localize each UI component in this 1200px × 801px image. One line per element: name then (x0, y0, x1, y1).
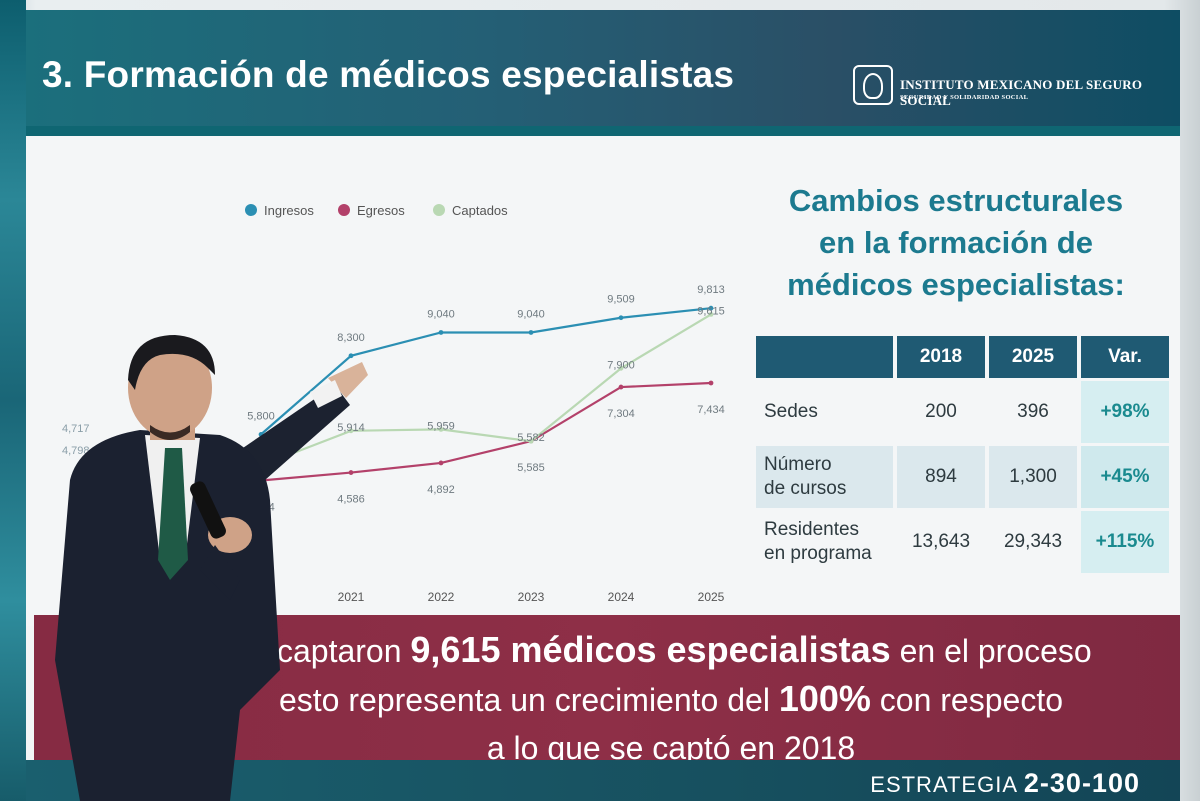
presenter-sleeve (200, 545, 240, 600)
cell-2018: 894 (897, 446, 985, 508)
data-label: 4,798 (62, 445, 90, 457)
x-tick-label: 2023 (518, 590, 545, 604)
data-label: 4,586 (337, 494, 365, 506)
cell-var: +45% (1081, 446, 1169, 508)
row-label: Número de cursos (756, 446, 893, 508)
series-line-egresos (260, 381, 712, 482)
cell-2018: 13,643 (911, 531, 971, 552)
data-label: 4,717 (62, 423, 90, 435)
data-point (528, 330, 534, 335)
series-line-captados (260, 313, 712, 467)
banner-text: e captaron 9,615 médicos especialistas e… (176, 626, 1166, 772)
subheading-line: en la formación de (819, 225, 1093, 260)
cell-var: +115% (1081, 511, 1169, 573)
x-tick-label: 2024 (608, 590, 635, 604)
table-header-row: 2018 2025 Var. (756, 336, 1169, 378)
presenter-hair (128, 335, 215, 390)
data-label: 5,582 (517, 432, 545, 444)
presenter-face (128, 338, 212, 438)
x-tick-label: 2021 (338, 590, 365, 604)
presenter-beard (150, 425, 190, 440)
slide-title: 3. Formación de médicos especialistas (42, 54, 735, 95)
data-label: 7,304 (607, 408, 635, 420)
strategy-code: 2-30-100 (1023, 768, 1140, 798)
legend-marker (433, 204, 445, 216)
data-point (618, 384, 624, 390)
legend-label: Captados (452, 203, 508, 218)
data-label: 5,585 (517, 462, 545, 474)
header-stripe (26, 126, 1180, 136)
row-label: Sedes (764, 401, 818, 422)
row-label-line: en programa (764, 543, 872, 564)
cell-2018: 200 (925, 401, 957, 422)
cell-var: +98% (1081, 381, 1169, 443)
cell-2025: 29,343 (1003, 531, 1063, 552)
presenter-arm (240, 385, 350, 480)
strategy-label: ESTRATEGIA 2-30-100 (870, 768, 1140, 799)
data-point (438, 330, 444, 335)
data-label: 5,800 (247, 410, 275, 422)
data-label: 9,040 (517, 308, 545, 320)
data-label: 5,914 (337, 422, 365, 434)
row-label-line: Residentes (764, 519, 860, 540)
cell-2025: 1,300 (989, 446, 1077, 508)
table-row: Residentes en programa 13,643 29,343 +11… (756, 511, 1169, 573)
table-header-blank (756, 336, 893, 378)
data-label: 7,434 (697, 404, 725, 416)
presentation-screen: 3. Formación de médicos especialistas IN… (26, 10, 1180, 801)
x-tick-label: 2022 (428, 590, 455, 604)
data-point (618, 365, 624, 371)
row-label-line: Número (764, 454, 832, 475)
data-label: 8,300 (337, 332, 365, 344)
data-point (708, 305, 714, 311)
table-row: Sedes 200 396 +98% (756, 381, 1169, 443)
banner-line: esto representa un crecimiento del 100% … (278, 678, 1063, 719)
data-point (438, 460, 444, 466)
data-label: 5,959 (427, 420, 455, 432)
microphone-icon (190, 481, 226, 539)
org-name: INSTITUTO MEXICANO DEL SEGURO SOCIAL (900, 77, 1143, 108)
strategy-word: ESTRATEGIA (870, 772, 1017, 797)
imss-logo-icon (853, 65, 893, 105)
data-label: 9,509 (607, 294, 635, 306)
data-point (348, 353, 354, 359)
stats-table: 2018 2025 Var. Sedes 200 396 +98% Número… (752, 333, 1173, 576)
side-screen-edge (0, 0, 26, 801)
table-header-var: Var. (1081, 336, 1169, 378)
presenter-tie (158, 448, 188, 580)
data-label: 9,813 (697, 284, 725, 296)
data-label: 9,040 (427, 308, 455, 320)
data-label: 4,892 (427, 484, 455, 496)
data-point (618, 315, 624, 321)
data-label: 9,615 (697, 305, 725, 317)
slide-header (26, 10, 1180, 136)
data-point (708, 311, 714, 317)
data-label: 7,900 (607, 359, 635, 371)
legend-marker (338, 204, 350, 216)
series-line-ingresos (260, 307, 712, 436)
data-point (348, 470, 354, 475)
subheading-line: Cambios estructurales (788, 183, 1124, 218)
row-label: Residentes en programa (756, 511, 893, 573)
line-chart: IngresosEgresosCaptados20202021202220232… (62, 203, 725, 604)
org-tagline: SEGURIDAD Y SOLIDARIDAD SOCIAL (900, 94, 1029, 101)
data-point (438, 426, 444, 432)
presenter-figure (55, 335, 368, 801)
table-row: Número de cursos 894 1,300 +45% (756, 446, 1169, 508)
legend-marker (245, 204, 257, 216)
presenter-cuff (310, 380, 342, 408)
x-tick-label: 2025 (698, 590, 725, 604)
data-point (348, 428, 354, 434)
data-point (528, 438, 534, 444)
row-label-line: de cursos (764, 478, 847, 499)
legend-label: Egresos (357, 203, 405, 218)
subheading: Cambios estructurales en la formación de… (746, 180, 1166, 306)
legend-label: Ingresos (264, 203, 314, 218)
data-point (708, 380, 714, 386)
table-header-2018: 2018 (897, 336, 985, 378)
table-header-2025: 2025 (989, 336, 1077, 378)
cell-2025: 396 (1017, 401, 1049, 422)
subheading-line: médicos especialistas: (787, 267, 1125, 302)
